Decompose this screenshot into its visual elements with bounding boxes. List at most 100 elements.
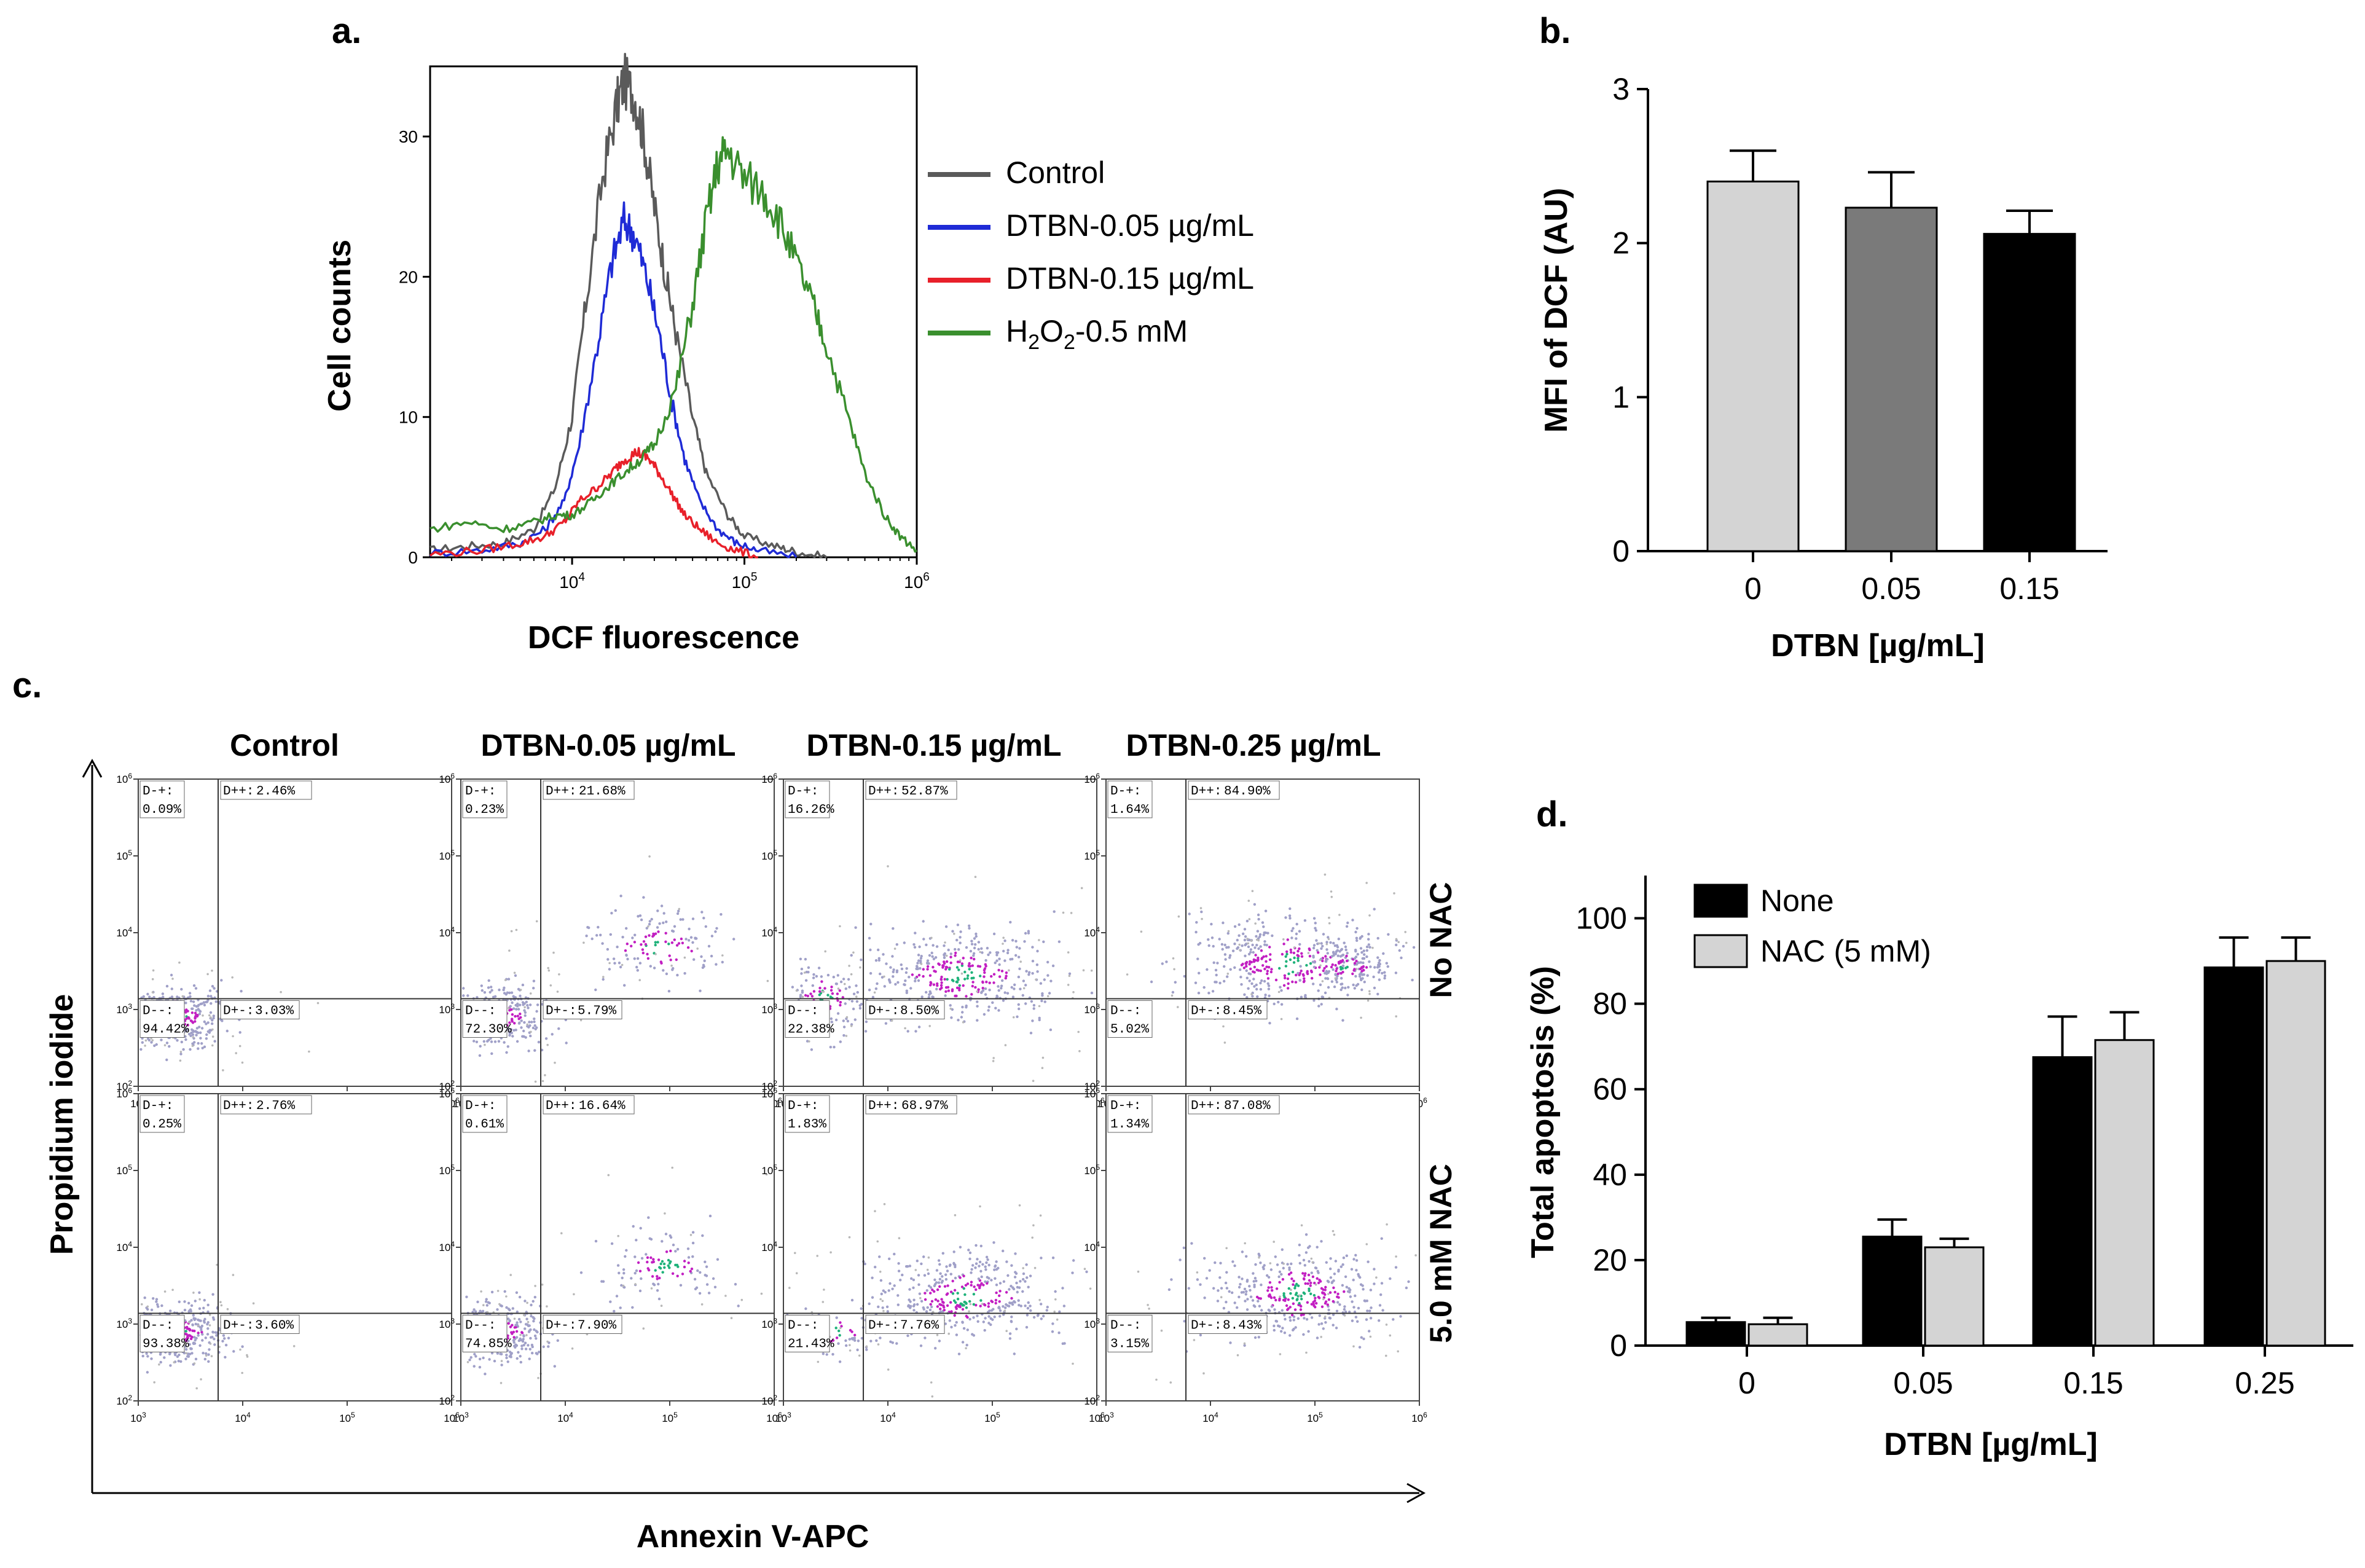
event-dot <box>1263 1264 1266 1267</box>
event-dot <box>895 970 899 974</box>
event-dot <box>963 1300 966 1304</box>
event-dot <box>842 978 845 981</box>
event-dot <box>944 925 948 928</box>
event-dot <box>202 1352 205 1355</box>
event-dot <box>701 1234 704 1237</box>
event-dot <box>1217 1289 1220 1292</box>
event-dot <box>1327 971 1330 974</box>
event-dot <box>1319 973 1322 976</box>
event-dot <box>676 973 679 977</box>
event-dot <box>190 1352 194 1355</box>
y-tick-label: 106 <box>116 772 132 785</box>
event-dot <box>1360 978 1363 982</box>
event-dot <box>949 952 953 955</box>
event-dot <box>878 1255 881 1258</box>
event-dot <box>968 924 971 928</box>
event-dot <box>893 1284 896 1287</box>
event-dot <box>535 1009 538 1013</box>
event-dot <box>1250 939 1253 942</box>
event-dot <box>500 1360 503 1362</box>
event-dot <box>210 1016 212 1019</box>
event-dot <box>641 948 645 951</box>
event-dot <box>1004 1044 1007 1046</box>
event-dot <box>801 995 804 998</box>
event-dot <box>195 1033 198 1037</box>
event-dot <box>608 962 611 965</box>
event-dot <box>986 947 989 950</box>
event-dot <box>184 1330 187 1333</box>
event-dot <box>740 1298 743 1301</box>
event-dot <box>189 1048 192 1051</box>
event-dot <box>1267 984 1271 987</box>
event-dot <box>939 1310 943 1314</box>
gate-value-lower-right: 7.76% <box>900 1319 939 1333</box>
event-dot <box>624 949 627 952</box>
event-dot <box>1368 992 1371 995</box>
y-tick-label: 103 <box>1084 1002 1100 1016</box>
event-dot <box>974 986 977 989</box>
event-dot <box>961 1307 965 1311</box>
event-dot <box>1292 1302 1295 1305</box>
event-dot <box>1319 958 1322 962</box>
event-dot <box>945 960 949 963</box>
event-dot <box>1003 1309 1006 1312</box>
event-dot <box>1288 1306 1292 1309</box>
event-dot <box>189 995 192 998</box>
event-dot <box>1360 1016 1362 1019</box>
event-dot <box>926 962 929 965</box>
event-dot <box>969 949 973 953</box>
event-dot <box>799 995 802 998</box>
event-dot <box>192 1036 195 1038</box>
event-dot <box>670 964 673 967</box>
event-dot <box>597 925 600 929</box>
event-dot <box>1010 986 1013 989</box>
event-dot <box>1328 1291 1332 1294</box>
event-dot <box>960 962 964 965</box>
event-dot <box>1317 942 1320 945</box>
event-dot <box>976 990 979 993</box>
event-dot <box>1014 1272 1018 1275</box>
event-dot <box>702 917 705 920</box>
event-dot <box>1386 965 1389 968</box>
event-dot <box>939 987 942 991</box>
event-dot <box>669 958 672 962</box>
event-dot <box>1357 1272 1360 1276</box>
event-dot <box>1284 965 1288 968</box>
event-dot <box>1150 980 1153 984</box>
event-dot <box>971 1333 974 1336</box>
event-dot <box>1029 1309 1032 1312</box>
event-dot <box>1282 938 1285 941</box>
event-dot <box>1360 966 1363 970</box>
event-dot <box>1155 1378 1158 1381</box>
event-dot <box>691 1255 694 1258</box>
event-dot <box>640 943 643 946</box>
event-dot <box>1068 972 1072 976</box>
event-dot <box>490 989 493 992</box>
event-dot <box>1339 1265 1343 1268</box>
event-dot <box>618 962 621 965</box>
event-dot <box>971 984 975 988</box>
event-dot <box>1207 944 1210 947</box>
event-dot <box>901 1273 904 1277</box>
event-dot <box>522 1334 525 1337</box>
event-dot <box>1304 994 1307 997</box>
event-dot <box>522 1314 525 1317</box>
event-dot <box>246 1354 248 1357</box>
event-dot <box>927 1284 931 1288</box>
event-dot <box>1378 1319 1381 1322</box>
event-dot <box>205 1354 208 1357</box>
event-dot <box>1330 980 1334 983</box>
event-dot <box>1167 1288 1171 1292</box>
event-dot <box>830 989 833 992</box>
event-dot <box>1223 979 1226 983</box>
event-dot <box>1317 989 1320 992</box>
event-dot <box>1061 1287 1064 1290</box>
event-dot <box>820 975 823 978</box>
event-dot <box>661 1271 664 1274</box>
event-dot <box>1303 1317 1306 1320</box>
event-dot <box>1322 1298 1325 1301</box>
event-dot <box>914 931 917 935</box>
event-dot <box>1341 986 1344 989</box>
event-dot <box>1249 1288 1252 1292</box>
event-dot <box>953 933 955 935</box>
